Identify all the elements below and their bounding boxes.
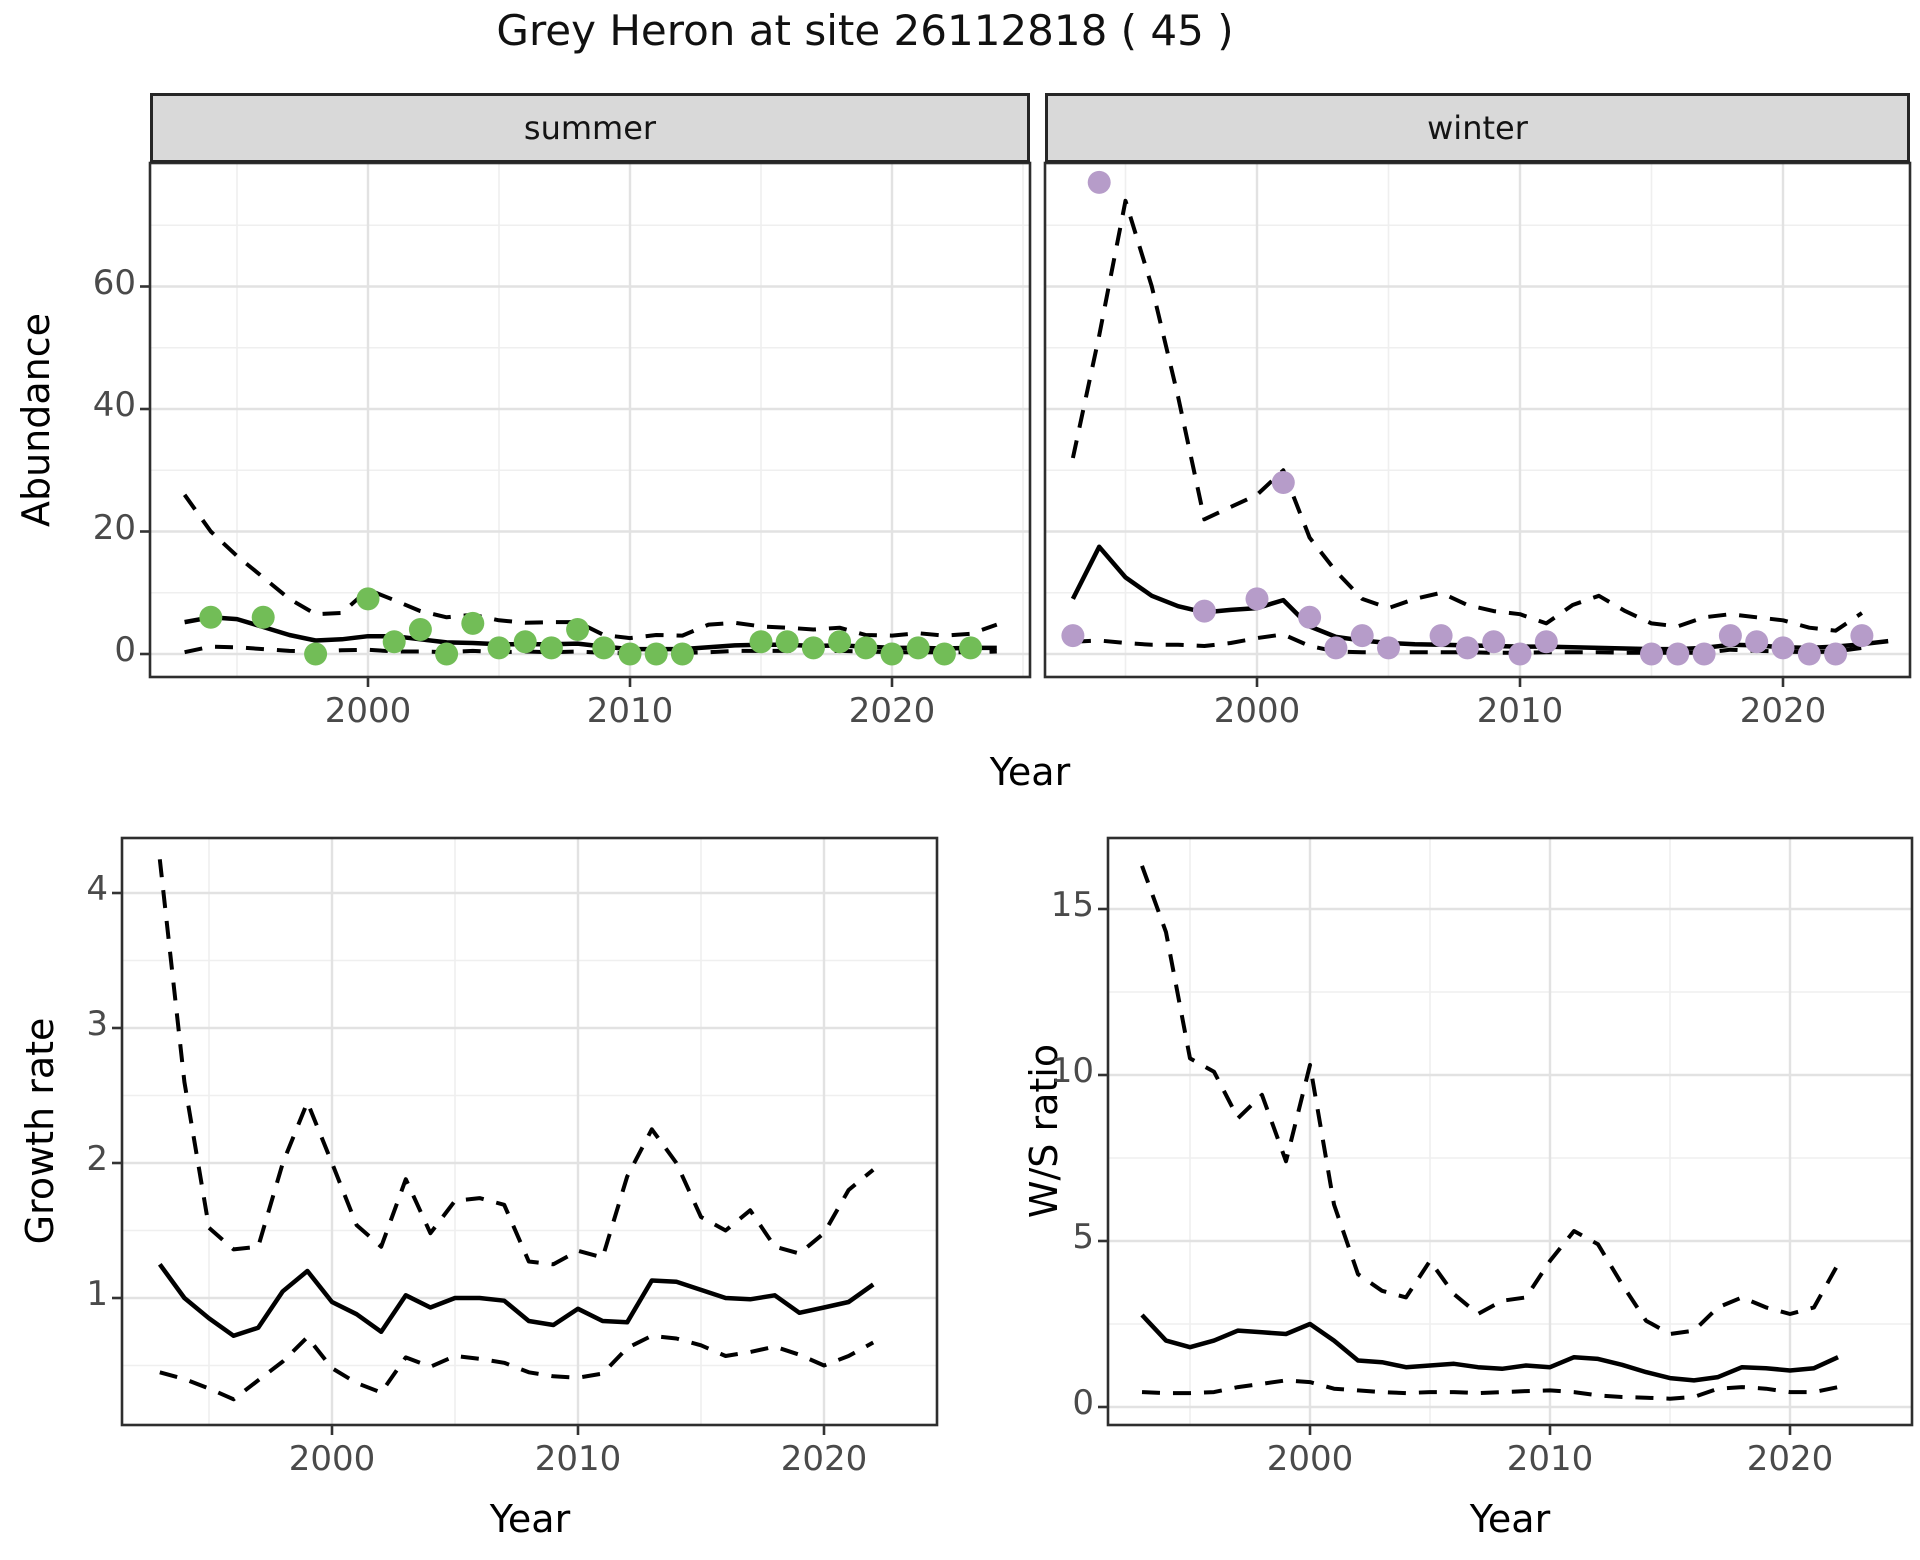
x-axis-title-year-top: Year	[989, 750, 1071, 794]
facet-strip-summer-label: summer	[523, 109, 657, 147]
series-model_median	[157, 1262, 875, 1339]
x-tick-label-abundance_winter: 2020	[1739, 691, 1827, 731]
data-point-observed_abundance	[1245, 587, 1269, 611]
data-point-observed_abundance	[801, 636, 825, 660]
data-point-observed_abundance	[618, 642, 642, 666]
y-tick-label-ws_ratio: 15	[1050, 885, 1094, 925]
data-point-observed_abundance	[1455, 636, 1479, 660]
panel-growth_rate	[112, 836, 939, 1435]
data-point-observed_abundance	[1271, 471, 1295, 494]
x-tick-label-abundance_winter: 2010	[1476, 691, 1564, 731]
facet-strip-summer: summer	[150, 93, 1030, 163]
data-point-observed_abundance	[199, 605, 223, 629]
data-point-observed_abundance	[1482, 630, 1506, 654]
data-point-observed_abundance	[304, 642, 328, 666]
data-point-observed_abundance	[1508, 642, 1532, 666]
data-point-observed_abundance	[382, 630, 406, 654]
data-point-observed_abundance	[932, 642, 956, 666]
panel-abundance_summer	[140, 161, 1032, 687]
panel-abundance_winter	[1043, 161, 1912, 687]
x-tick-label-abundance_winter: 2000	[1213, 691, 1301, 731]
x-tick-label-abundance_summer: 2010	[586, 691, 674, 731]
x-tick-label-growth_rate: 2010	[534, 1439, 622, 1479]
data-point-observed_abundance	[670, 642, 694, 666]
data-point-observed_abundance	[435, 642, 459, 666]
x-tick-label-ws_ratio: 2010	[1506, 1439, 1594, 1479]
data-point-observed_abundance	[1298, 605, 1322, 629]
data-point-observed_abundance	[828, 630, 852, 654]
y-tick-label-ws_ratio: 5	[1072, 1217, 1094, 1257]
x-tick-label-growth_rate: 2000	[288, 1439, 376, 1479]
data-point-observed_abundance	[1666, 642, 1690, 666]
data-point-observed_abundance	[1797, 642, 1821, 666]
data-point-observed_abundance	[251, 605, 275, 629]
data-point-observed_abundance	[1771, 636, 1795, 660]
series-upper_ci	[1140, 865, 1840, 1336]
data-point-observed_abundance	[906, 636, 930, 660]
y-tick-label-ws_ratio: 0	[1072, 1383, 1094, 1423]
data-point-observed_abundance	[487, 636, 511, 660]
y-tick-label-ws_ratio: 10	[1050, 1051, 1094, 1091]
facet-strip-winter-label: winter	[1427, 109, 1528, 147]
x-axis-title-year-growth: Year	[489, 1497, 571, 1541]
data-point-observed_abundance	[1061, 624, 1085, 648]
y-tick-label-abundance_summer: 20	[92, 507, 136, 548]
y-tick-label-abundance_summer: 60	[92, 262, 136, 303]
data-point-observed_abundance	[1087, 170, 1111, 194]
data-point-observed_abundance	[1377, 636, 1400, 660]
data-point-observed_abundance	[592, 636, 616, 660]
y-tick-label-growth_rate: 4	[86, 869, 108, 909]
series-upper_ci	[1070, 198, 1864, 633]
series-lower_ci	[1072, 632, 1863, 655]
data-point-observed_abundance	[854, 636, 878, 660]
series-lower_ci	[1141, 1378, 1839, 1401]
data-point-observed_abundance	[1824, 642, 1848, 666]
series-model_median	[1070, 544, 1889, 652]
y-tick-label-growth_rate: 2	[86, 1139, 108, 1179]
data-point-observed_abundance	[880, 642, 904, 666]
data-point-observed_abundance	[749, 630, 773, 654]
panel-ws_ratio	[1098, 836, 1914, 1435]
facet-strip-winter: winter	[1045, 93, 1910, 163]
data-point-observed_abundance	[644, 642, 668, 666]
series-upper_ci	[182, 493, 998, 641]
x-axis-title-year-ws: Year	[1469, 1497, 1551, 1541]
data-point-observed_abundance	[1850, 624, 1874, 648]
data-point-observed_abundance	[775, 630, 799, 654]
data-point-observed_abundance	[1718, 624, 1742, 648]
data-point-observed_abundance	[356, 587, 380, 611]
x-tick-label-abundance_summer: 2020	[848, 691, 936, 731]
data-point-observed_abundance	[566, 618, 590, 641]
y-tick-label-growth_rate: 1	[86, 1274, 108, 1314]
y-tick-label-abundance_summer: 40	[92, 385, 136, 425]
data-point-observed_abundance	[1350, 624, 1374, 648]
series-lower_ci	[159, 1333, 875, 1402]
data-point-observed_abundance	[1324, 636, 1348, 660]
data-point-observed_abundance	[1640, 642, 1663, 666]
data-point-observed_abundance	[1429, 624, 1453, 648]
x-tick-label-abundance_summer: 2000	[324, 691, 412, 731]
x-tick-label-ws_ratio: 2020	[1746, 1439, 1834, 1479]
page-title: Grey Heron at site 26112818 ( 45 )	[496, 6, 1234, 55]
series-upper_ci	[157, 859, 875, 1267]
data-point-observed_abundance	[1534, 630, 1558, 654]
data-point-observed_abundance	[408, 618, 432, 641]
data-point-observed_abundance	[461, 611, 485, 635]
data-point-observed_abundance	[959, 636, 983, 660]
data-point-observed_abundance	[1745, 630, 1769, 654]
data-point-observed_abundance	[513, 630, 537, 654]
y-tick-label-growth_rate: 3	[86, 1004, 108, 1044]
y-axis-title-growth-rate: Growth rate	[18, 1017, 62, 1245]
data-point-observed_abundance	[1192, 599, 1216, 623]
x-tick-label-ws_ratio: 2000	[1266, 1439, 1354, 1479]
series-model_median	[1140, 1313, 1839, 1383]
x-tick-label-growth_rate: 2020	[780, 1439, 868, 1479]
data-point-observed_abundance	[539, 636, 563, 660]
y-tick-label-abundance_summer: 0	[114, 630, 136, 670]
data-point-observed_abundance	[1692, 642, 1716, 666]
